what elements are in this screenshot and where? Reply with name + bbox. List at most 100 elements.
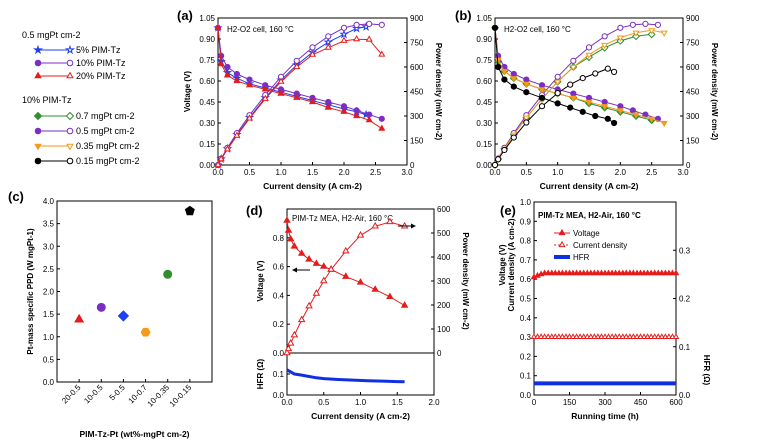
point-a-power bbox=[353, 21, 360, 28]
point-b-power bbox=[523, 119, 530, 126]
panel-d-power-point bbox=[297, 315, 306, 323]
point-b-voltage bbox=[510, 76, 518, 83]
panel-d-y2label: Power density (mW cm-2) bbox=[461, 232, 470, 330]
point-b-voltage bbox=[495, 63, 502, 71]
panel-a-label: (a) bbox=[177, 8, 193, 23]
point-b-power bbox=[510, 134, 517, 141]
point-b-voltage bbox=[601, 104, 609, 111]
point-b-power bbox=[601, 42, 609, 50]
legend-label: 0.15 mgPt cm-2 bbox=[76, 156, 140, 166]
point-a-voltage bbox=[378, 124, 386, 131]
panel-e-ytick-label: 0.2 bbox=[520, 352, 532, 361]
panel-d-ytick-label: 0.0 bbox=[273, 349, 285, 358]
point-a-voltage bbox=[245, 81, 254, 88]
panel-d-power-point bbox=[319, 276, 328, 284]
point-b-power bbox=[554, 90, 561, 97]
point-b-power bbox=[629, 21, 636, 28]
point-a-voltage bbox=[214, 23, 222, 30]
point-a-power bbox=[353, 35, 361, 42]
panel-d-power-point bbox=[386, 217, 394, 225]
point-b-power bbox=[610, 68, 618, 76]
panel-d-power-point bbox=[305, 301, 313, 309]
charts-root: 0.0 0.5 1.0 1.5 2.0 2.5 3.0 0.00 0.15 0.30 0.45 0.6… bbox=[8, 8, 719, 439]
panel-a-xtick-label: 2.5 bbox=[370, 168, 382, 177]
point-b-voltage bbox=[616, 108, 624, 115]
panel-b-y2tick-label: 900 bbox=[686, 14, 700, 23]
panel-c-point bbox=[74, 313, 85, 323]
panel-d-hfr-label: HFR (Ω) bbox=[256, 358, 265, 389]
panel-a-xtick-label: 1.0 bbox=[275, 168, 287, 177]
panel-c-ylabel: Pt-mass specific PPD (W mgPt-1) bbox=[26, 228, 35, 355]
panel-e-hfr-label: HFR (Ω) bbox=[702, 355, 711, 386]
panel-a-y2tick-label: 900 bbox=[410, 14, 424, 23]
point-a-voltage bbox=[308, 97, 317, 105]
point-b-voltage bbox=[538, 94, 546, 101]
panel-b-xtick-label: 1.0 bbox=[552, 168, 564, 177]
panel-d-voltage-point bbox=[356, 278, 365, 285]
panel-e-xtick-label: 150 bbox=[563, 398, 577, 407]
panel-b-ytick-label: 0.90 bbox=[476, 35, 492, 44]
panel-b-ytick-label: 0.45 bbox=[476, 98, 492, 107]
panel-e-xtick-label: 450 bbox=[634, 398, 648, 407]
panel-d-voltage-point bbox=[297, 249, 306, 256]
point-b-power bbox=[654, 21, 662, 28]
point-b-power bbox=[554, 79, 562, 86]
panel-b-ytick-label: 0.30 bbox=[476, 119, 492, 128]
point-a-power bbox=[378, 21, 385, 28]
panel-c-ytick-label: 0.0 bbox=[43, 378, 55, 387]
legend-marker-filled bbox=[34, 71, 42, 79]
panel-d-bottom-frame bbox=[286, 352, 435, 396]
point-b-power bbox=[617, 24, 624, 31]
series-a-power-line bbox=[217, 26, 367, 166]
point-b-voltage bbox=[567, 104, 574, 111]
point-a-power bbox=[233, 131, 241, 138]
panel-a-y2label: Power density (mW cm-2) bbox=[434, 43, 443, 141]
panel-d-voltage-point bbox=[319, 262, 328, 269]
point-a-voltage bbox=[233, 76, 241, 84]
point-b-voltage bbox=[592, 112, 599, 120]
panel-d-power-point bbox=[283, 348, 291, 356]
panel-d-voltage-point bbox=[312, 259, 321, 266]
panel-d-label: (d) bbox=[246, 203, 263, 218]
panel-d-y2tick-label: 400 bbox=[437, 253, 451, 262]
panel-b-xlabel: Current density (A cm-2) bbox=[540, 181, 639, 191]
point-a-power bbox=[365, 35, 373, 42]
panel-d-hfrtick-label: 0.0 bbox=[273, 391, 285, 400]
panel-d-xtick-label: 1.5 bbox=[392, 398, 404, 407]
panel-a-xlabel: Current density (A cm-2) bbox=[263, 181, 362, 191]
point-a-voltage bbox=[353, 111, 361, 119]
panel-d-voltage-point bbox=[305, 255, 313, 262]
panel-a-ytick-label: 0.00 bbox=[199, 161, 215, 170]
panel-a-ytick-label: 0.15 bbox=[199, 140, 215, 149]
panel-a-ytick-label: 0.75 bbox=[199, 56, 215, 65]
panel-d-voltage-point bbox=[371, 285, 379, 292]
point-b-voltage bbox=[604, 115, 611, 122]
panel-d-voltage-point bbox=[286, 234, 295, 242]
series-b-voltage-line bbox=[494, 27, 665, 124]
panel-c-point bbox=[96, 302, 106, 312]
legend-label: 10% PIM-Tz bbox=[76, 58, 126, 68]
legend-marker-filled bbox=[34, 157, 42, 165]
point-b-power bbox=[570, 57, 577, 64]
panel-c-point bbox=[140, 327, 151, 337]
panel-b-label: (b) bbox=[455, 8, 472, 23]
panel-c-label: (c) bbox=[8, 189, 24, 204]
panel-b-xtick-label: 2.0 bbox=[615, 168, 627, 177]
point-b-voltage bbox=[538, 82, 546, 89]
panel-c-ytick-label: 2.0 bbox=[43, 288, 55, 297]
legend-marker-open bbox=[66, 157, 74, 165]
legend-group1-title: 0.5 mgPt cm-2 bbox=[22, 30, 81, 40]
panel-b-xtick-label: 3.0 bbox=[677, 168, 689, 177]
panel-d-power-point bbox=[327, 265, 335, 272]
legend-group2-title: 10% PIM-Tz bbox=[22, 95, 72, 105]
point-a-power bbox=[293, 57, 300, 64]
point-b-power bbox=[616, 35, 624, 42]
panel-e-ytick-label: 0.0 bbox=[520, 391, 532, 400]
panel-d-ytick-label: 0.6 bbox=[273, 263, 285, 272]
panel-c-xlabel: PIM-Tz-Pt (wt%-mgPt cm-2) bbox=[79, 429, 189, 439]
panel-e-legend-label: Current density bbox=[573, 241, 627, 250]
panel-b-xtick-label: 1.5 bbox=[583, 168, 595, 177]
panel-e-ytick-label: 0.5 bbox=[520, 295, 532, 304]
point-b-voltage bbox=[522, 81, 530, 88]
